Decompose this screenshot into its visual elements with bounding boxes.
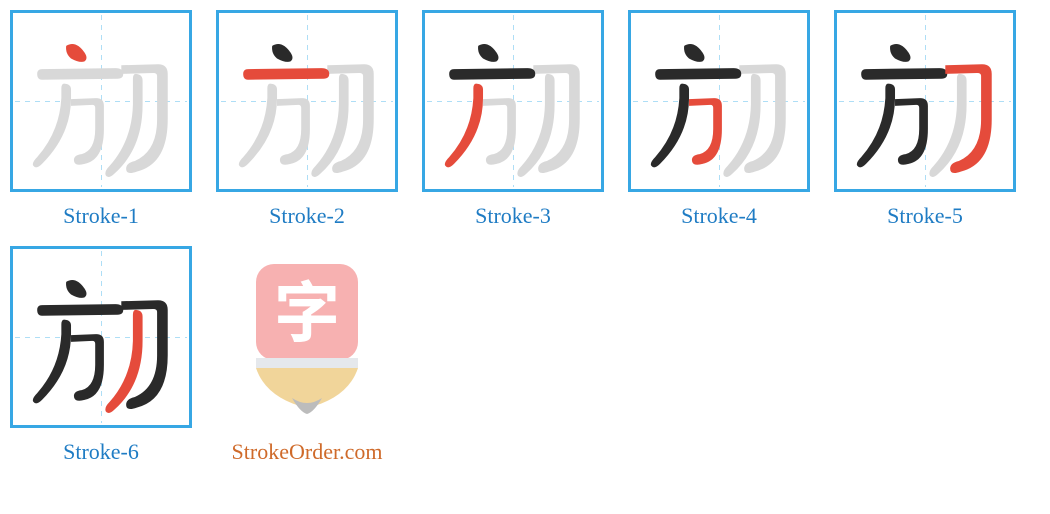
logo-cell: 字 StrokeOrder.com [216, 246, 398, 464]
logo-box: 字 [216, 246, 398, 428]
stroke-ghost [37, 68, 123, 80]
stroke-box [10, 246, 192, 428]
stroke-drawn [66, 280, 86, 298]
stroke-cell: Stroke-2 [216, 10, 398, 228]
glyph-svg [13, 13, 189, 189]
logo-svg: 字 [216, 246, 398, 428]
stroke-box [834, 10, 1016, 192]
stroke-caption: Stroke-3 [475, 204, 551, 228]
stroke-drawn [895, 98, 928, 165]
glyph-svg [425, 13, 601, 189]
stroke-cell: Stroke-1 [10, 10, 192, 228]
stroke-caption: Stroke-4 [681, 204, 757, 228]
stroke-drawn [684, 44, 704, 62]
stroke-caption: Stroke-1 [63, 204, 139, 228]
stroke-box [10, 10, 192, 192]
stroke-drawn [272, 44, 292, 62]
stroke-current [66, 44, 86, 62]
logo-band [256, 358, 358, 368]
stroke-drawn [37, 304, 123, 316]
stroke-cell: Stroke-5 [834, 10, 1016, 228]
logo-pencil-wood [256, 368, 358, 408]
stroke-order-grid: Stroke-1 Stroke-2 Stroke-3 Stroke-4 Stroke-5… [0, 0, 1050, 464]
stroke-box [216, 10, 398, 192]
glyph-svg [219, 13, 395, 189]
stroke-caption: Stroke-2 [269, 204, 345, 228]
stroke-box [422, 10, 604, 192]
stroke-current [243, 68, 329, 80]
stroke-drawn [890, 44, 910, 62]
glyph-svg [13, 249, 189, 425]
stroke-ghost [239, 84, 277, 168]
stroke-cell: Stroke-4 [628, 10, 810, 228]
stroke-cell: Stroke-3 [422, 10, 604, 228]
glyph-svg [631, 13, 807, 189]
stroke-caption: Stroke-5 [887, 204, 963, 228]
stroke-drawn [71, 334, 104, 401]
stroke-drawn [449, 68, 535, 80]
stroke-caption: Stroke-6 [63, 440, 139, 464]
stroke-drawn [478, 44, 498, 62]
logo-char: 字 [274, 260, 340, 356]
logo-caption: StrokeOrder.com [232, 440, 383, 464]
stroke-drawn [33, 320, 71, 404]
stroke-cell: Stroke-6 [10, 246, 192, 464]
stroke-ghost [277, 98, 310, 165]
stroke-ghost [33, 84, 71, 168]
glyph-svg [837, 13, 1013, 189]
stroke-current [445, 84, 483, 168]
stroke-drawn [857, 84, 895, 168]
stroke-box [628, 10, 810, 192]
stroke-ghost [71, 98, 104, 165]
stroke-ghost [483, 98, 516, 165]
stroke-drawn [861, 68, 947, 80]
stroke-current [689, 98, 722, 165]
stroke-drawn [651, 84, 689, 168]
stroke-drawn [655, 68, 741, 80]
